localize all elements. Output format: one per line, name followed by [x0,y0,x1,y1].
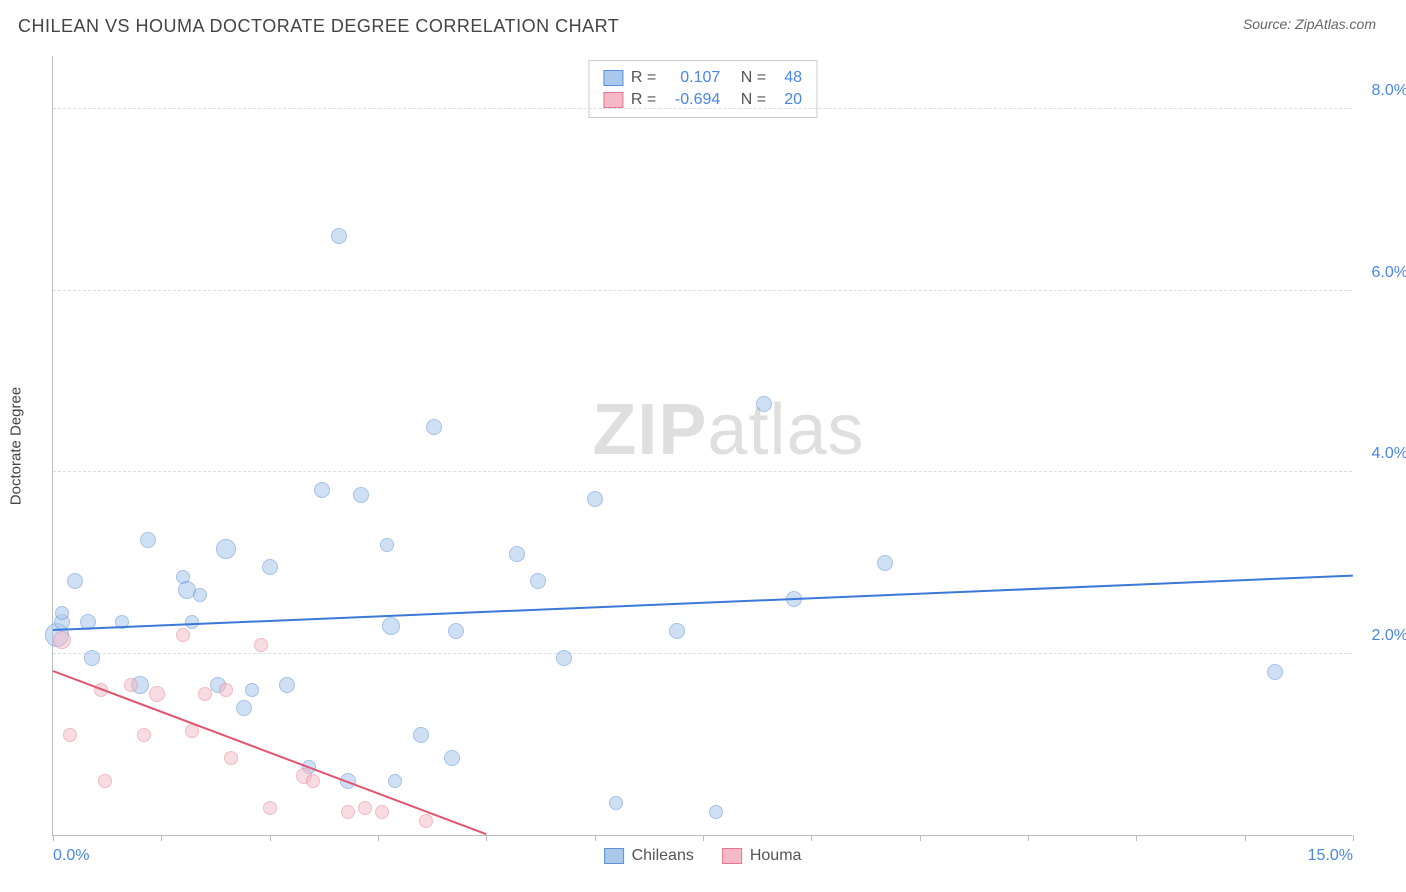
data-point-chileans [262,559,278,575]
data-point-chileans [245,683,259,697]
data-point-chileans [55,606,69,620]
watermark: ZIPatlas [592,389,864,471]
data-point-chileans [314,482,330,498]
data-point-chileans [388,774,402,788]
data-point-houma [149,686,165,702]
x-tick [920,835,921,841]
data-point-houma [198,687,212,701]
x-tick [703,835,704,841]
data-point-houma [224,751,238,765]
data-point-houma [419,814,433,828]
trend-line [53,575,1353,631]
r-label: R = [631,69,656,87]
data-point-houma [176,628,190,642]
n-label: N = [741,91,766,109]
grid-line [53,108,1352,109]
data-point-chileans [353,487,369,503]
data-point-houma [63,728,77,742]
data-point-houma [341,805,355,819]
x-tick [1028,835,1029,841]
legend-label-houma: Houma [750,847,802,865]
data-point-chileans [67,573,83,589]
data-point-chileans [193,588,207,602]
r-value-houma: -0.694 [664,91,720,109]
data-point-chileans [587,491,603,507]
data-point-chileans [448,623,464,639]
data-point-houma [263,801,277,815]
x-tick [595,835,596,841]
data-point-chileans [444,750,460,766]
data-point-chileans [609,796,623,810]
data-point-chileans [509,546,525,562]
r-label: R = [631,91,656,109]
x-tick [53,835,54,841]
data-point-houma [53,631,71,649]
grid-line [53,290,1352,291]
legend-row-chileans: R = 0.107 N = 48 [603,67,802,89]
data-point-chileans [756,396,772,412]
legend-label-chileans: Chileans [632,847,694,865]
data-point-chileans [185,615,199,629]
data-point-chileans [877,555,893,571]
data-point-houma [375,805,389,819]
x-tick [811,835,812,841]
chart-title: CHILEAN VS HOUMA DOCTORATE DEGREE CORREL… [18,16,619,37]
x-tick [1245,835,1246,841]
data-point-chileans [556,650,572,666]
y-tick-label: 2.0% [1358,627,1406,645]
x-tick [1353,835,1354,841]
x-tick-label: 15.0% [1308,847,1353,865]
swatch-chileans [603,70,623,86]
x-tick [270,835,271,841]
data-point-houma [358,801,372,815]
data-point-chileans [426,419,442,435]
legend-item-chileans: Chileans [604,847,694,865]
swatch-houma [722,848,742,864]
n-value-houma: 20 [774,91,802,109]
data-point-chileans [380,538,394,552]
data-point-chileans [709,805,723,819]
x-tick [378,835,379,841]
swatch-houma [603,92,623,108]
y-tick-label: 4.0% [1358,445,1406,463]
r-value-chileans: 0.107 [664,69,720,87]
data-point-chileans [1267,664,1283,680]
legend-item-houma: Houma [722,847,802,865]
data-point-chileans [530,573,546,589]
data-point-chileans [279,677,295,693]
n-value-chileans: 48 [774,69,802,87]
data-point-chileans [669,623,685,639]
y-tick-label: 8.0% [1358,82,1406,100]
x-tick [1136,835,1137,841]
x-tick [486,835,487,841]
data-point-houma [137,728,151,742]
data-point-chileans [413,727,429,743]
data-point-houma [124,678,138,692]
x-tick [161,835,162,841]
n-label: N = [741,69,766,87]
series-legend: Chileans Houma [604,847,802,865]
grid-line [53,471,1352,472]
x-tick-label: 0.0% [53,847,89,865]
source-attribution: Source: ZipAtlas.com [1243,16,1376,32]
scatter-chart: ZIPatlas R = 0.107 N = 48 R = -0.694 N =… [52,56,1352,836]
data-point-chileans [236,700,252,716]
data-point-houma [219,683,233,697]
data-point-houma [254,638,268,652]
y-axis-title: Doctorate Degree [8,387,25,505]
data-point-chileans [331,228,347,244]
swatch-chileans [604,848,624,864]
data-point-chileans [140,532,156,548]
data-point-houma [306,774,320,788]
data-point-houma [98,774,112,788]
data-point-chileans [216,539,236,559]
y-tick-label: 6.0% [1358,264,1406,282]
grid-line [53,653,1352,654]
data-point-chileans [382,617,400,635]
data-point-chileans [84,650,100,666]
